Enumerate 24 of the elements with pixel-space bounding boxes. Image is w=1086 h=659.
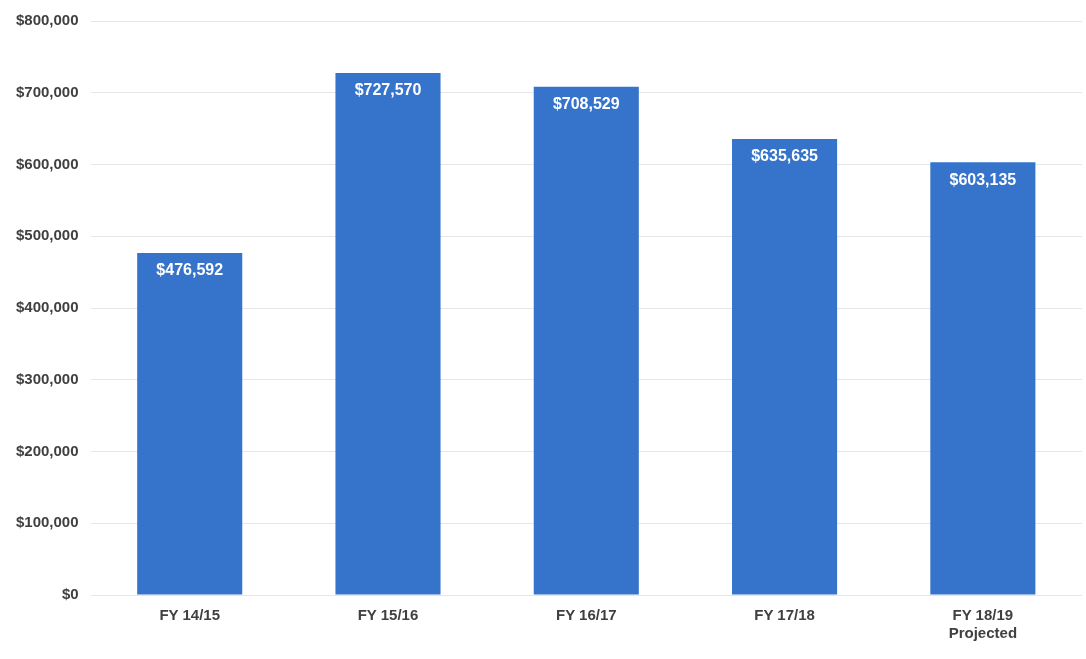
bar xyxy=(732,138,838,595)
x-tick-label: FY 17/18 xyxy=(754,606,815,624)
x-tick-label: FY 14/15 xyxy=(159,606,221,624)
x-tick-label: FY 15/16 xyxy=(357,606,419,624)
y-tick-label: $700,000 xyxy=(15,82,79,100)
data-label: $603,135 xyxy=(949,170,1017,188)
y-tick-label: $100,000 xyxy=(15,513,79,531)
y-tick-label: $800,000 xyxy=(15,11,79,29)
y-tick-label: $300,000 xyxy=(15,369,79,387)
bar xyxy=(930,162,1036,595)
data-label: $708,529 xyxy=(552,95,620,113)
x-tick-label: FY 16/17 xyxy=(555,606,617,624)
y-tick-label: $200,000 xyxy=(15,441,79,459)
y-tick-label: $400,000 xyxy=(15,298,79,316)
bar xyxy=(335,72,441,595)
bar xyxy=(533,86,639,595)
x-tick-label: FY 18/19 Projected xyxy=(948,606,1018,642)
y-tick-label: $500,000 xyxy=(15,226,79,244)
data-label: $476,592 xyxy=(156,261,224,279)
y-tick-label: $600,000 xyxy=(15,154,79,172)
bar xyxy=(137,253,243,595)
y-tick-label: $0 xyxy=(61,585,79,603)
data-label: $727,570 xyxy=(354,81,422,99)
data-label: $635,635 xyxy=(751,147,819,165)
